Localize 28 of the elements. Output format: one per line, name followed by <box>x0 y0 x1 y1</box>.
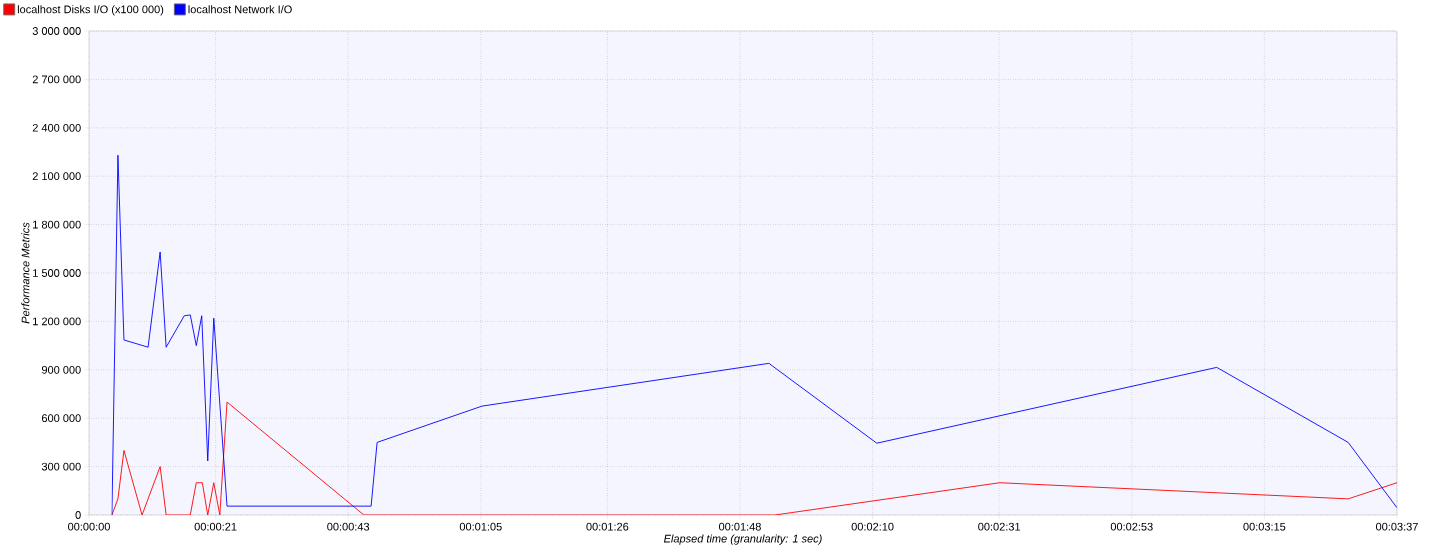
x-tick-label: 00:02:10 <box>851 522 894 531</box>
x-tick-label: 00:02:31 <box>978 522 1021 531</box>
line-series <box>111 154 1397 515</box>
y-tick-label: 2 100 000 <box>32 172 81 181</box>
x-tick-label: 00:02:53 <box>1110 522 1153 531</box>
y-tick-label: 300 000 <box>41 462 81 471</box>
x-tick-label: 00:00:00 <box>68 522 110 531</box>
y-tick-label: 1 500 000 <box>33 269 81 277</box>
x-tick-label: 00:03:37 <box>1376 522 1418 531</box>
y-tick-label: 600 000 <box>42 414 81 423</box>
y-tick-label: 900 000 <box>41 365 81 374</box>
y-tick-label: 2 700 000 <box>32 75 81 84</box>
x-tick-label: 00:01:48 <box>719 522 761 531</box>
x-tick-label: 00:00:43 <box>327 522 370 531</box>
y-tick-label: 1 200 000 <box>33 317 81 326</box>
x-tick-label: 00:01:05 <box>459 522 502 531</box>
x-tick-label: 00:01:26 <box>586 522 629 531</box>
legend-label: localhost Disks I/O (x100 000) <box>17 5 164 16</box>
line-series <box>111 401 1397 515</box>
y-tick-label: 0 <box>75 511 81 519</box>
x-axis-title: Elapsed time (granularity: 1 sec) <box>663 534 822 545</box>
y-tick-label: 1 800 000 <box>33 220 81 229</box>
y-tick-label: 3 000 000 <box>32 27 81 35</box>
legend-label: localhost Network I/O <box>188 5 292 14</box>
y-axis-title: Performance Metrics <box>21 222 30 324</box>
y-tick-label: 2 400 000 <box>32 123 81 132</box>
x-tick-label: 00:03:15 <box>1243 522 1286 531</box>
x-tick-label: 00:00:21 <box>194 522 237 531</box>
